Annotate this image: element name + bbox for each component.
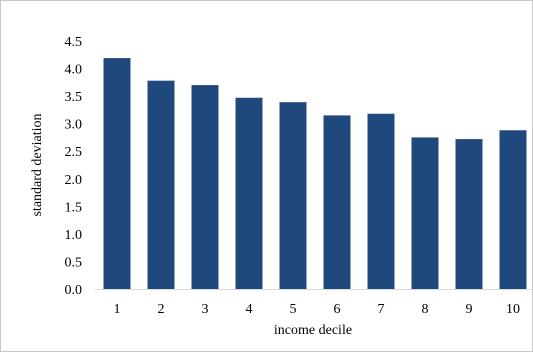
bar [103,58,131,290]
y-axis-title: standard deviation [30,113,45,216]
x-axis-ticks: 1 2 3 4 5 6 7 8 9 10 [114,302,521,317]
y-tick-label: 2.5 [65,145,83,160]
x-tick-label: 3 [202,302,209,317]
y-axis-ticks: 0.0 0.5 1.0 1.5 2.0 2.5 3.0 3.5 4.0 4.5 [65,35,83,298]
bar [367,113,395,289]
bar [323,115,351,290]
x-tick-label: 8 [422,302,429,317]
y-tick-label: 4.5 [65,35,83,50]
bar [235,97,263,290]
bar [411,137,439,289]
x-tick-label: 4 [246,302,253,317]
bar [279,102,307,289]
x-tick-label: 6 [334,302,341,317]
y-tick-label: 1.5 [65,200,83,215]
x-tick-label: 9 [466,302,473,317]
x-tick-label: 5 [290,302,297,317]
y-tick-label: 4.0 [65,63,83,78]
bar [455,139,483,289]
x-tick-label: 2 [158,302,165,317]
y-tick-label: 3.5 [65,90,83,105]
bar [147,80,175,290]
x-tick-label: 7 [378,302,385,317]
y-tick-label: 3.0 [65,118,83,133]
x-axis-title: income decile [274,323,352,338]
y-tick-label: 0.0 [65,283,83,298]
x-tick-label: 1 [114,302,121,317]
y-tick-label: 0.5 [65,255,83,270]
bar [499,130,527,289]
bar [191,85,219,289]
x-tick-label: 10 [506,302,520,317]
bars [103,58,527,290]
y-tick-label: 2.0 [65,173,83,188]
y-tick-label: 1.0 [65,228,83,243]
